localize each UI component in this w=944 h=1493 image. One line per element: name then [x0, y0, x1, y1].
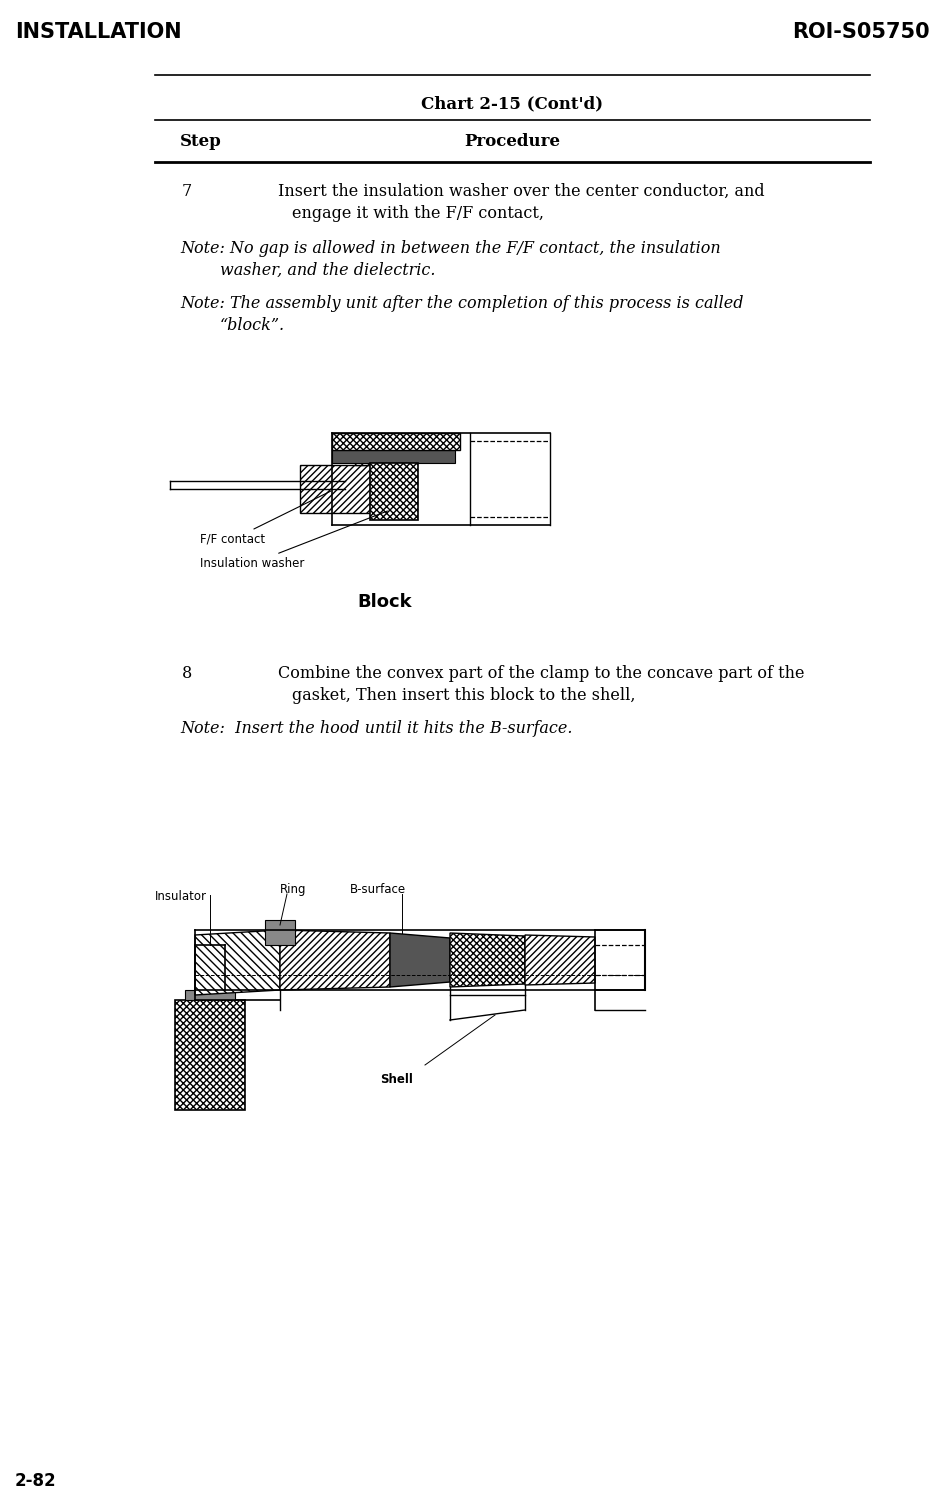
- Polygon shape: [355, 443, 384, 464]
- Text: Step: Step: [179, 133, 222, 149]
- Text: Procedure: Procedure: [464, 133, 560, 149]
- Text: Note:  Insert the hood until it hits the B-surface.: Note: Insert the hood until it hits the …: [179, 720, 572, 738]
- Text: 7: 7: [182, 184, 192, 200]
- Text: 2-82: 2-82: [15, 1472, 57, 1490]
- Polygon shape: [299, 464, 370, 514]
- Bar: [185, 990, 235, 1000]
- Text: 8: 8: [182, 664, 192, 682]
- Text: Insert the insulation washer over the center conductor, and: Insert the insulation washer over the ce…: [278, 184, 764, 200]
- Polygon shape: [194, 930, 279, 994]
- Text: B-surface: B-surface: [349, 882, 406, 896]
- Polygon shape: [390, 933, 449, 987]
- Text: Ring: Ring: [279, 882, 306, 896]
- Polygon shape: [370, 463, 417, 520]
- Bar: [331, 449, 454, 463]
- Text: INSTALLATION: INSTALLATION: [15, 22, 181, 42]
- Text: Insulator: Insulator: [155, 890, 207, 903]
- Text: Note: The assembly unit after the completion of this process is called: Note: The assembly unit after the comple…: [179, 296, 743, 312]
- Text: gasket, Then insert this block to the shell,: gasket, Then insert this block to the sh…: [292, 687, 634, 705]
- Text: Note: No gap is allowed in between the F/F contact, the insulation: Note: No gap is allowed in between the F…: [179, 240, 720, 257]
- Polygon shape: [279, 930, 390, 990]
- Text: Shell: Shell: [379, 1073, 413, 1085]
- Polygon shape: [331, 433, 460, 449]
- Text: Combine the convex part of the clamp to the concave part of the: Combine the convex part of the clamp to …: [278, 664, 803, 682]
- Polygon shape: [525, 935, 595, 985]
- Polygon shape: [264, 920, 295, 945]
- Text: ROI-S05750: ROI-S05750: [791, 22, 929, 42]
- Polygon shape: [449, 933, 525, 987]
- Polygon shape: [175, 1000, 244, 1109]
- Text: Insulation washer: Insulation washer: [200, 511, 387, 570]
- Text: Chart 2-15 (Cont'd): Chart 2-15 (Cont'd): [420, 96, 602, 112]
- Text: F/F contact: F/F contact: [200, 491, 330, 546]
- Text: washer, and the dielectric.: washer, and the dielectric.: [220, 261, 435, 279]
- Text: Block: Block: [358, 593, 412, 611]
- Text: “block”.: “block”.: [220, 317, 285, 334]
- Text: engage it with the F/F contact,: engage it with the F/F contact,: [292, 205, 544, 222]
